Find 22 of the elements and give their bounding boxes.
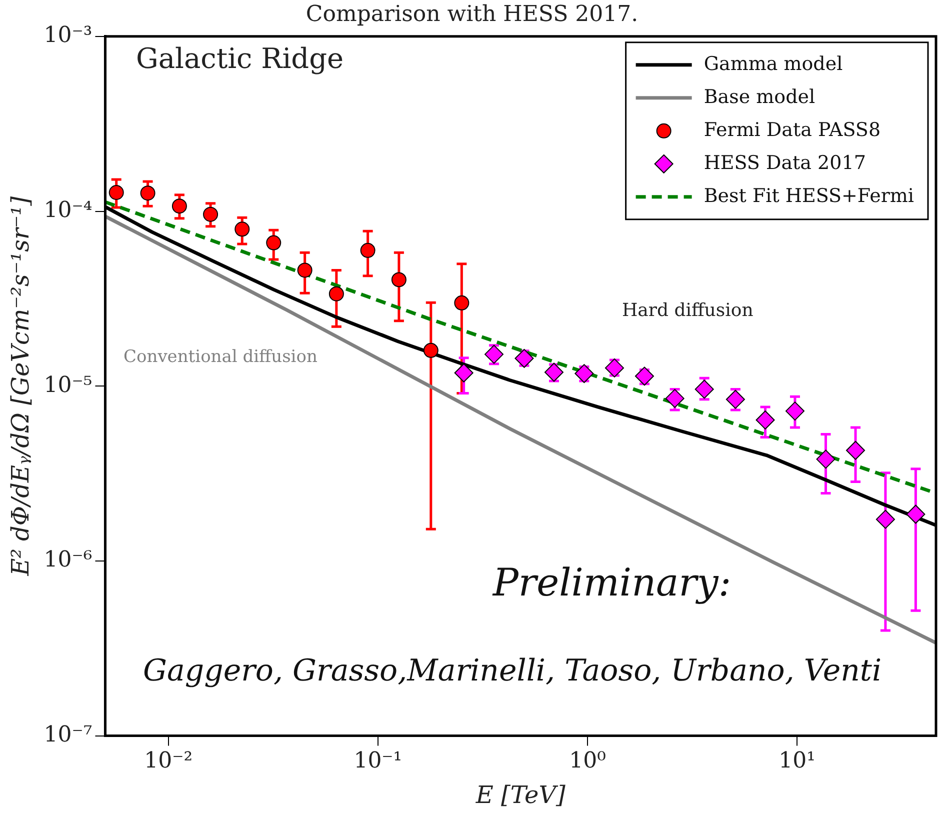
annotation: Hard diffusion bbox=[622, 300, 754, 321]
annotation: Preliminary: bbox=[492, 560, 732, 604]
legend-label: Gamma model bbox=[704, 52, 843, 75]
y-tick-label: 10⁻⁵ bbox=[44, 372, 92, 398]
legend-label: Base model bbox=[704, 86, 816, 108]
y-tick-label: 10⁻⁶ bbox=[44, 548, 92, 573]
y-tick-label: 10⁻⁷ bbox=[44, 722, 92, 748]
x-tick-label: 10⁻² bbox=[144, 748, 193, 774]
y-axis-title: E² dΦ/dEᵧ/dΩ [GeVcm⁻²s⁻¹sr⁻¹] bbox=[6, 196, 35, 577]
annotation: Galactic Ridge bbox=[136, 42, 344, 76]
chart-title: Comparison with HESS 2017. bbox=[306, 2, 638, 27]
legend-label: Best Fit HESS+Fermi bbox=[704, 184, 914, 207]
legend-label: Fermi Data PASS8 bbox=[704, 118, 881, 141]
y-tick-label: 10⁻³ bbox=[44, 23, 92, 48]
x-tick-label: 10⁻¹ bbox=[354, 748, 402, 774]
legend-label: HESS Data 2017 bbox=[704, 152, 866, 174]
annotation: Gaggero, Grasso,Marinelli, Taoso, Urbano, Venti bbox=[143, 654, 882, 689]
x-tick-label: 10¹ bbox=[778, 748, 816, 774]
x-axis-title: E [TeV] bbox=[474, 780, 566, 809]
x-tick-label: 10⁰ bbox=[569, 748, 606, 774]
annotation: Conventional diffusion bbox=[124, 346, 318, 367]
y-tick-label: 10⁻⁴ bbox=[44, 198, 92, 223]
